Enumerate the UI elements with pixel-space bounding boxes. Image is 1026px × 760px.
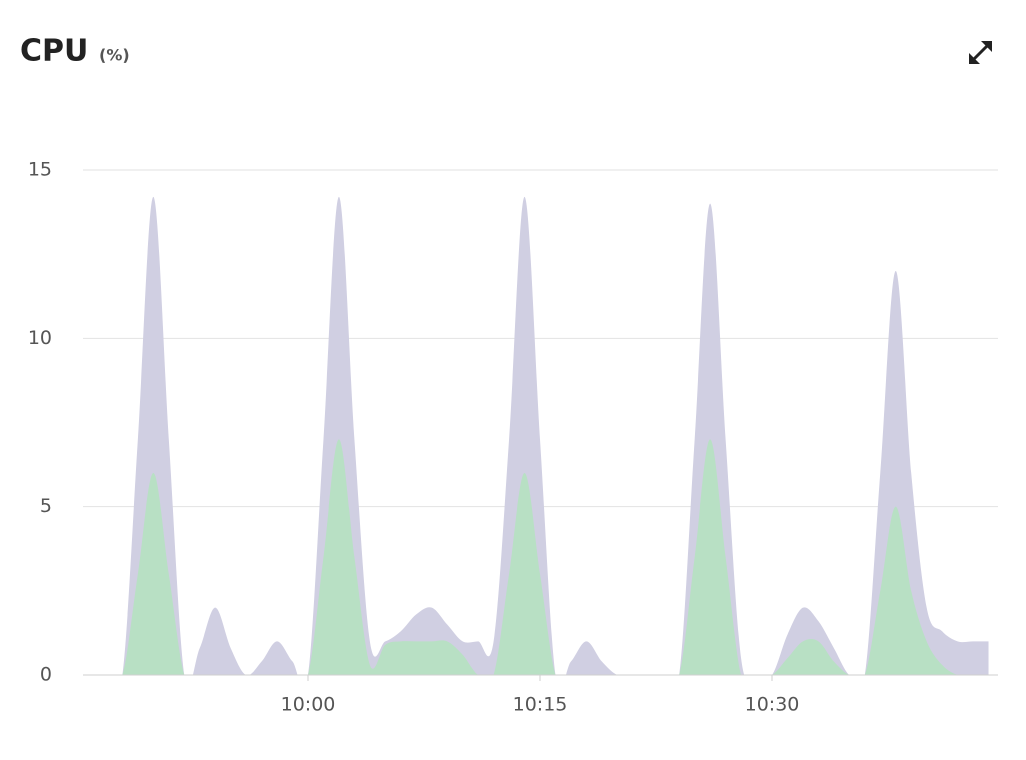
y-tick-label: 0 (40, 664, 52, 686)
y-tick-label: 10 (28, 327, 52, 349)
expand-icon[interactable] (969, 41, 992, 64)
x-tick-label: 10:30 (745, 694, 800, 716)
x-tick-label: 10:00 (281, 694, 336, 716)
chart-title: CPU (20, 34, 88, 69)
x-tick-label: 10:15 (513, 694, 568, 716)
y-tick-label: 15 (28, 159, 52, 181)
area-series (76, 196, 989, 675)
area-series (76, 439, 989, 675)
y-tick-label: 5 (40, 495, 52, 517)
chart-subtitle: (%) (99, 46, 130, 65)
